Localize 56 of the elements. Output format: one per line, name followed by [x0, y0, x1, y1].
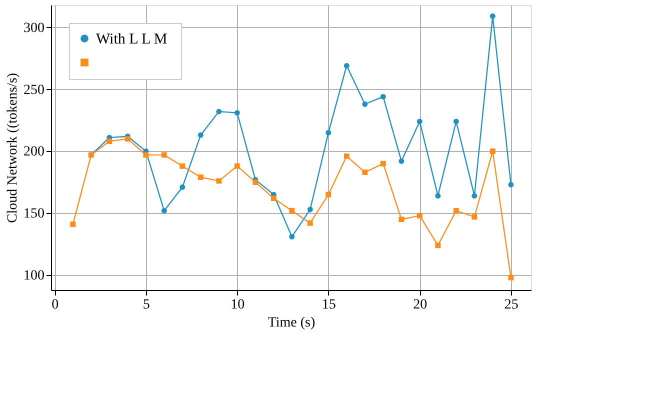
- point: [252, 179, 258, 185]
- point: [307, 206, 313, 212]
- point: [289, 208, 295, 214]
- point: [216, 178, 222, 184]
- point: [508, 274, 514, 280]
- x-axis-title: Time (s): [268, 316, 316, 330]
- point: [472, 193, 478, 199]
- point: [362, 101, 368, 107]
- point: [234, 163, 240, 169]
- point: [490, 148, 496, 154]
- point: [398, 216, 404, 222]
- x-tick-label: 20: [413, 298, 428, 312]
- point: [362, 170, 368, 176]
- point: [453, 208, 459, 214]
- point: [70, 222, 76, 228]
- y-tick-label: 300: [24, 20, 44, 36]
- y-tick-label: 100: [24, 268, 44, 284]
- point: [380, 94, 386, 100]
- x-tick-label: 10: [230, 298, 245, 312]
- point: [490, 13, 496, 19]
- y-axis-title: Cloud Network ((tokens/s): [6, 72, 20, 224]
- point: [124, 136, 130, 142]
- point: [435, 193, 441, 199]
- point: [307, 220, 313, 226]
- point: [344, 153, 350, 159]
- point: [198, 132, 204, 138]
- point: [180, 163, 186, 169]
- legend-label: With L L M: [96, 32, 168, 48]
- point: [216, 108, 222, 114]
- x-tick-label: 5: [142, 298, 150, 312]
- point: [472, 214, 478, 220]
- point: [416, 212, 422, 218]
- x-tick-label: 25: [504, 298, 518, 312]
- point: [161, 152, 167, 158]
- point: [453, 118, 459, 124]
- point: [508, 182, 514, 188]
- point: [344, 62, 350, 68]
- y-tick-label: 250: [24, 82, 44, 98]
- point: [161, 208, 167, 214]
- x-tick-label: 0: [52, 298, 59, 312]
- point: [326, 192, 332, 198]
- point: [326, 130, 332, 136]
- y-tick-label: 200: [24, 144, 44, 160]
- x-tick-label: 15: [322, 298, 336, 312]
- point: [435, 242, 441, 248]
- point: [270, 196, 276, 202]
- point: [398, 158, 404, 164]
- point: [143, 152, 149, 158]
- point: [234, 110, 240, 116]
- point: [106, 138, 112, 144]
- point: [180, 184, 186, 190]
- point: [416, 118, 422, 124]
- point: [289, 234, 295, 240]
- point: [380, 160, 386, 166]
- y-tick-label: 150: [24, 206, 44, 222]
- point: [198, 174, 204, 180]
